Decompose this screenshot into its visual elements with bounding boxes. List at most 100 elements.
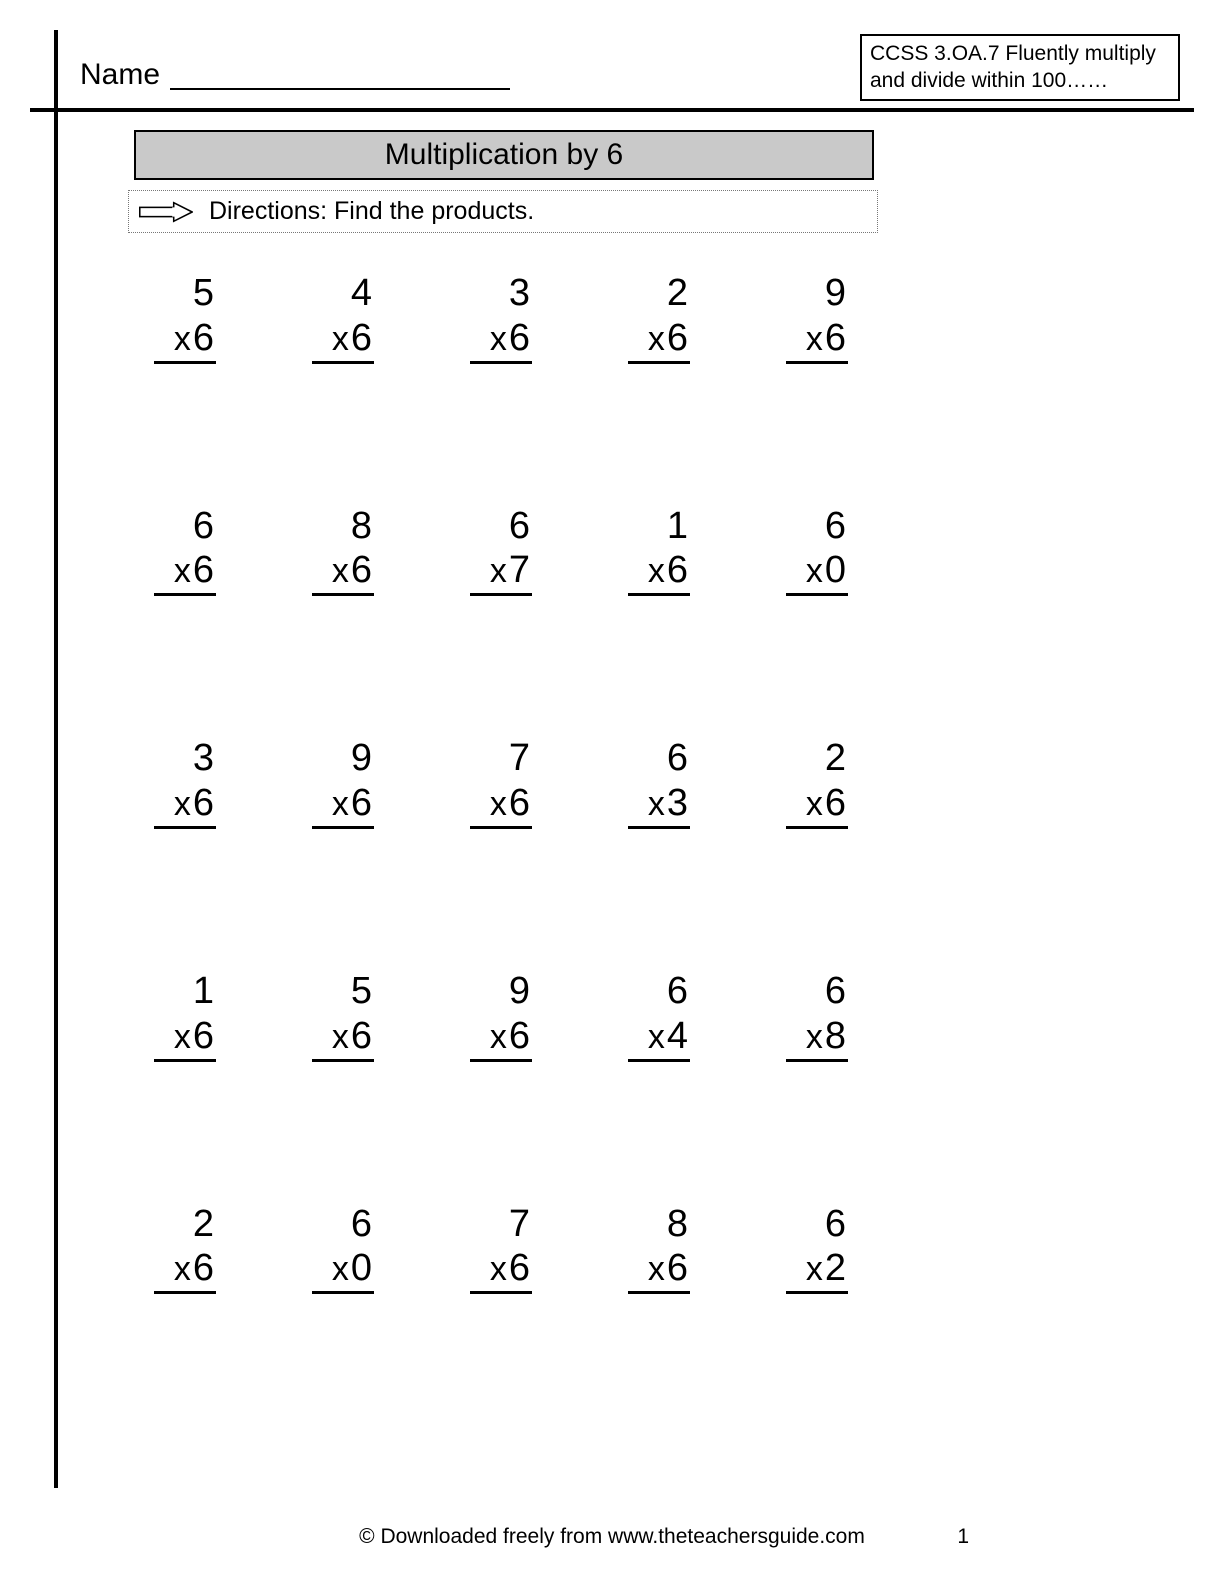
- times-sign: x: [806, 551, 823, 591]
- multiplication-problem: 6x0: [786, 504, 848, 597]
- multiplier: 0: [351, 1246, 372, 1291]
- multiplication-problem: 9x6: [470, 969, 532, 1062]
- multiplier-row: x6: [628, 316, 690, 364]
- times-sign: x: [332, 551, 349, 591]
- multiplier-row: x6: [470, 781, 532, 829]
- multiplier: 6: [193, 548, 214, 593]
- multiplier: 6: [667, 548, 688, 593]
- multiplicand: 6: [825, 1202, 848, 1247]
- multiplication-problem: 2x6: [786, 736, 848, 829]
- multiplication-problem: 6x0: [312, 1202, 374, 1295]
- times-sign: x: [332, 1017, 349, 1057]
- times-sign: x: [806, 1017, 823, 1057]
- content: Multiplication by 6 Directions: Find the…: [114, 112, 1194, 1294]
- multiplication-problem: 1x6: [154, 969, 216, 1062]
- multiplicand: 7: [509, 736, 532, 781]
- arrow-icon: [139, 201, 193, 223]
- multiplier-row: x7: [470, 548, 532, 596]
- multiplication-problem: 7x6: [470, 736, 532, 829]
- multiplicand: 8: [667, 1202, 690, 1247]
- multiplier-row: x3: [628, 781, 690, 829]
- multiplicand: 5: [193, 271, 216, 316]
- multiplication-problem: 2x6: [154, 1202, 216, 1295]
- multiplication-problem: 9x6: [312, 736, 374, 829]
- multiplier: 6: [509, 1014, 530, 1059]
- problems-grid: 5x64x63x62x69x66x68x66x71x66x03x69x67x66…: [154, 271, 944, 1294]
- multiplication-problem: 1x6: [628, 504, 690, 597]
- times-sign: x: [174, 1017, 191, 1057]
- multiplicand: 6: [667, 736, 690, 781]
- multiplier-row: x8: [786, 1014, 848, 1062]
- multiplier: 6: [667, 316, 688, 361]
- multiplier-row: x6: [312, 1014, 374, 1062]
- multiplier: 3: [667, 781, 688, 826]
- multiplication-problem: 3x6: [154, 736, 216, 829]
- multiplicand: 8: [351, 504, 374, 549]
- multiplication-problem: 6x8: [786, 969, 848, 1062]
- multiplier-row: x6: [470, 1246, 532, 1294]
- content-wrap: Multiplication by 6 Directions: Find the…: [54, 112, 1194, 1492]
- multiplier-row: x6: [470, 1014, 532, 1062]
- multiplicand: 4: [351, 271, 374, 316]
- times-sign: x: [648, 1249, 665, 1289]
- multiplication-problem: 9x6: [786, 271, 848, 364]
- times-sign: x: [174, 784, 191, 824]
- multiplier-row: x0: [312, 1246, 374, 1294]
- directions-box: Directions: Find the products.: [128, 190, 878, 233]
- multiplier: 6: [193, 1014, 214, 1059]
- multiplication-problem: 6x6: [154, 504, 216, 597]
- times-sign: x: [174, 319, 191, 359]
- multiplier-row: x0: [786, 548, 848, 596]
- multiplier-row: x4: [628, 1014, 690, 1062]
- times-sign: x: [174, 551, 191, 591]
- multiplier-row: x6: [786, 316, 848, 364]
- multiplicand: 2: [825, 736, 848, 781]
- times-sign: x: [490, 1017, 507, 1057]
- multiplicand: 9: [509, 969, 532, 1014]
- worksheet-page: Name CCSS 3.OA.7 Fluently multiply and d…: [0, 0, 1224, 1584]
- multiplicand: 5: [351, 969, 374, 1014]
- multiplier-row: x6: [628, 1246, 690, 1294]
- multiplier: 7: [509, 548, 530, 593]
- multiplicand: 3: [193, 736, 216, 781]
- multiplier-row: x6: [312, 548, 374, 596]
- multiplication-problem: 6x3: [628, 736, 690, 829]
- multiplier-row: x6: [154, 781, 216, 829]
- multiplicand: 1: [667, 504, 690, 549]
- multiplier: 6: [193, 781, 214, 826]
- times-sign: x: [648, 551, 665, 591]
- times-sign: x: [490, 319, 507, 359]
- multiplication-problem: 7x6: [470, 1202, 532, 1295]
- multiplier-row: x6: [786, 781, 848, 829]
- times-sign: x: [490, 1249, 507, 1289]
- multiplier: 6: [667, 1246, 688, 1291]
- times-sign: x: [648, 319, 665, 359]
- times-sign: x: [490, 551, 507, 591]
- multiplier-row: x6: [312, 316, 374, 364]
- multiplier-row: x6: [154, 316, 216, 364]
- page-number: 1: [957, 1525, 969, 1549]
- multiplier: 6: [193, 1246, 214, 1291]
- times-sign: x: [490, 784, 507, 824]
- worksheet-title: Multiplication by 6: [134, 130, 874, 180]
- multiplicand: 1: [193, 969, 216, 1014]
- times-sign: x: [332, 784, 349, 824]
- multiplication-problem: 2x6: [628, 271, 690, 364]
- multiplication-problem: 6x7: [470, 504, 532, 597]
- multiplicand: 3: [509, 271, 532, 316]
- multiplier: 6: [351, 781, 372, 826]
- multiplier: 6: [351, 548, 372, 593]
- multiplication-problem: 8x6: [312, 504, 374, 597]
- multiplier: 4: [667, 1014, 688, 1059]
- multiplier: 6: [351, 1014, 372, 1059]
- multiplier: 6: [509, 1246, 530, 1291]
- multiplicand: 6: [825, 504, 848, 549]
- multiplicand: 6: [193, 504, 216, 549]
- multiplicand: 9: [825, 271, 848, 316]
- multiplication-problem: 4x6: [312, 271, 374, 364]
- multiplicand: 2: [193, 1202, 216, 1247]
- multiplier-row: x6: [154, 548, 216, 596]
- name-blank-line[interactable]: [170, 88, 510, 90]
- multiplication-problem: 5x6: [312, 969, 374, 1062]
- times-sign: x: [174, 1249, 191, 1289]
